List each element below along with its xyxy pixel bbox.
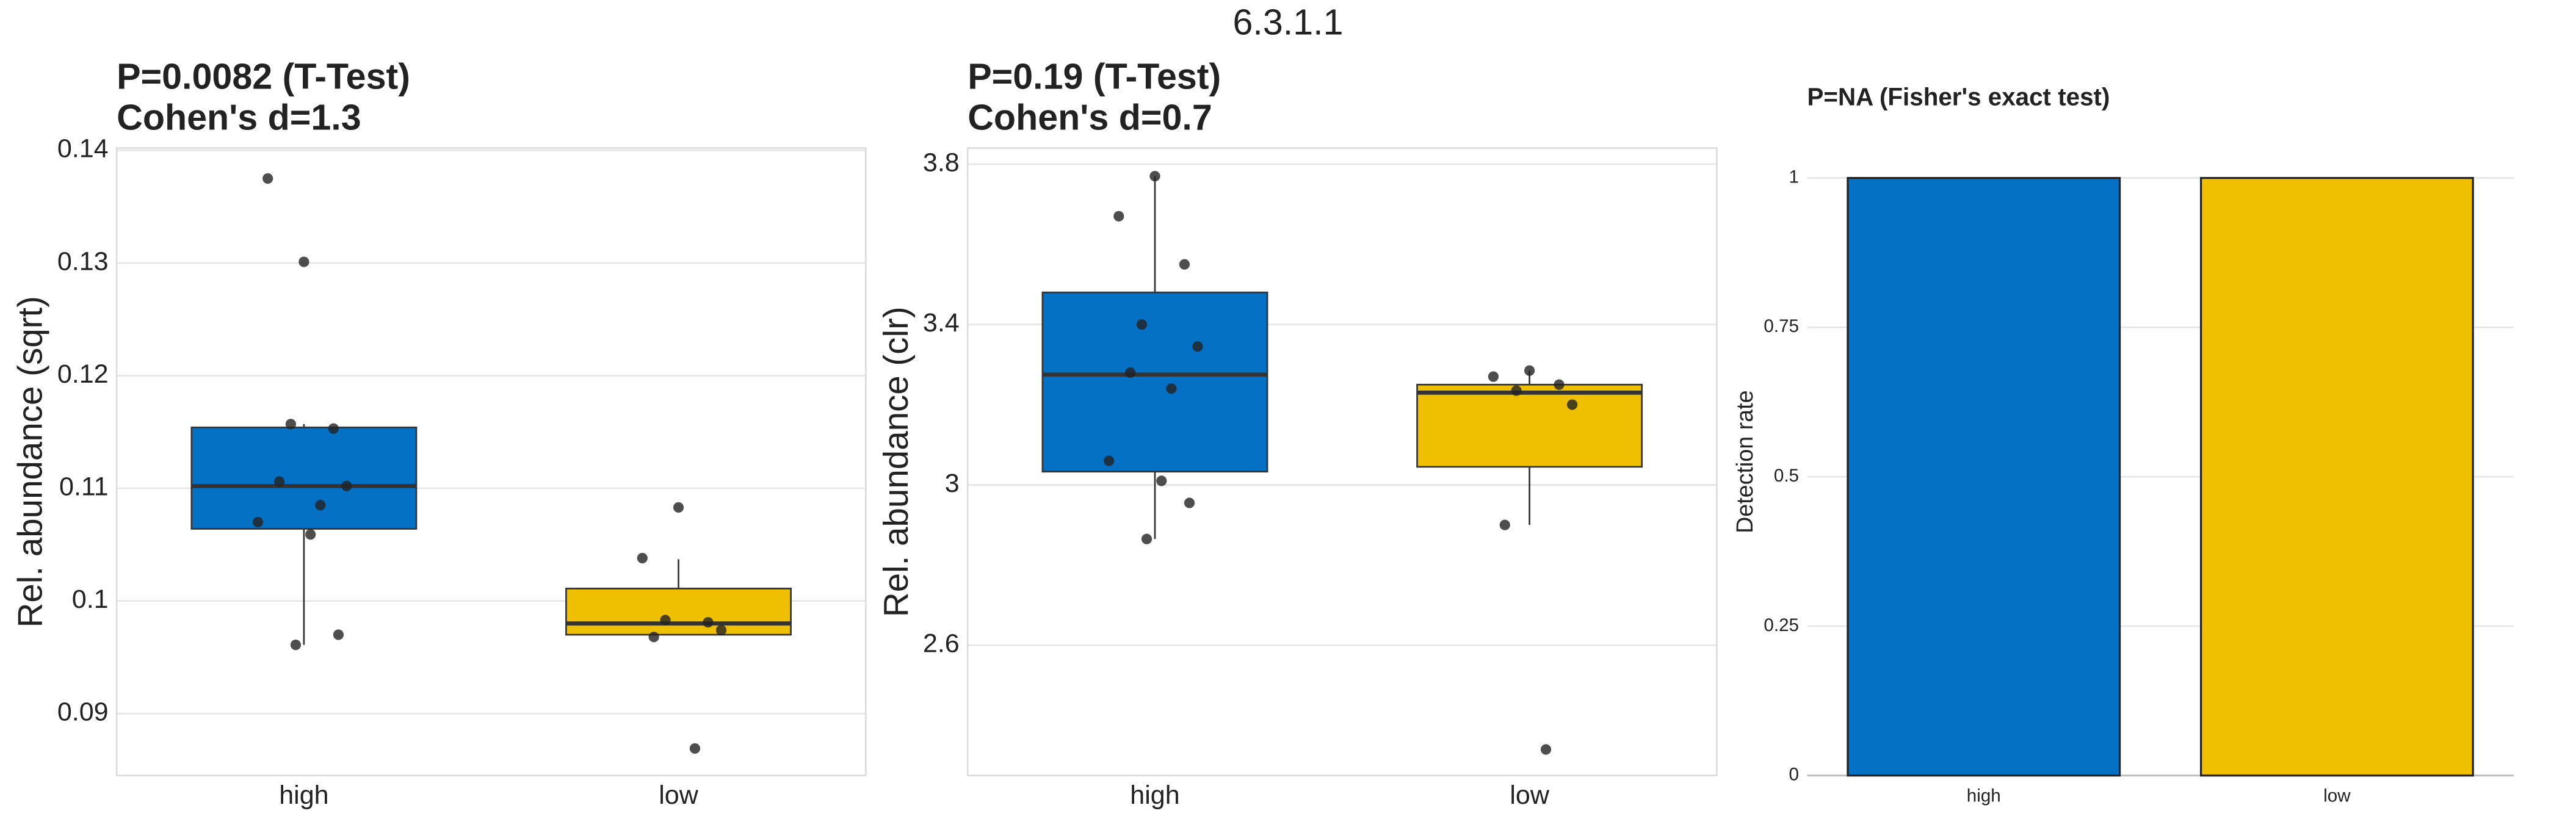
- data-point: [252, 516, 264, 528]
- y-tick-label: 0.12: [57, 359, 109, 389]
- data-point: [1511, 385, 1522, 396]
- data-point: [341, 480, 352, 491]
- data-point: [1184, 497, 1195, 508]
- y-tick-label: 0.13: [57, 247, 109, 276]
- data-point: [673, 502, 684, 513]
- data-point: [660, 615, 671, 626]
- data-point: [1166, 383, 1177, 394]
- y-tick-label: 1: [1789, 167, 1799, 187]
- x-tick-label: high: [1967, 786, 2001, 806]
- data-point: [333, 629, 344, 640]
- data-point: [1499, 519, 1510, 530]
- y-tick-label: 2.6: [923, 629, 960, 659]
- data-point: [1104, 455, 1115, 466]
- y-tick-label: 0.14: [57, 134, 109, 164]
- y-tick-label: 0.11: [59, 472, 109, 501]
- y-tick-label: 3.8: [923, 148, 960, 177]
- data-point: [637, 552, 648, 564]
- data-point: [1192, 341, 1203, 352]
- y-tick-label: 0.75: [1764, 316, 1799, 336]
- y-tick-label: 0.25: [1764, 615, 1799, 635]
- data-point: [298, 256, 309, 267]
- panel-border: [966, 147, 1718, 777]
- data-point: [285, 419, 296, 430]
- data-point: [315, 500, 326, 511]
- data-point: [1156, 475, 1167, 486]
- chart-subtitle: Cohen's d=1.3: [117, 97, 361, 138]
- data-point: [648, 632, 659, 643]
- chart-subtitle: Cohen's d=0.7: [968, 97, 1212, 138]
- data-point: [1524, 365, 1535, 376]
- chart-title: P=NA (Fisher's exact test): [1807, 83, 2110, 111]
- data-point: [689, 743, 701, 754]
- chart-title: P=0.0082 (T-Test): [117, 56, 410, 96]
- box: [1041, 291, 1268, 473]
- data-point: [1554, 379, 1565, 390]
- y-tick-label: 0.09: [57, 698, 109, 727]
- data-point: [703, 617, 714, 628]
- data-point: [262, 173, 273, 184]
- x-tick-label: low: [1510, 781, 1550, 810]
- box: [1416, 383, 1643, 468]
- data-point: [290, 640, 302, 651]
- y-tick-label: 3: [945, 469, 960, 498]
- data-point: [328, 423, 339, 434]
- data-point: [715, 625, 727, 636]
- x-tick-label: high: [279, 781, 328, 810]
- data-point: [1540, 744, 1552, 755]
- data-point: [1566, 399, 1578, 410]
- data-point: [1136, 319, 1148, 330]
- y-axis-label: Rel. abundance (clr): [877, 306, 915, 617]
- y-tick-label: 0.1: [72, 585, 109, 614]
- y-tick-label: 0: [1789, 765, 1799, 785]
- data-point: [273, 476, 285, 487]
- panel-border: [115, 147, 867, 777]
- data-point: [1113, 211, 1124, 222]
- data-point: [1125, 367, 1136, 378]
- box: [565, 588, 792, 636]
- x-tick-label: low: [2323, 786, 2351, 806]
- bar: [1847, 177, 2121, 777]
- figure-title: 6.3.1.1: [1232, 1, 1343, 42]
- data-point: [1488, 371, 1499, 382]
- data-point: [1149, 171, 1160, 182]
- chart-title: P=0.19 (T-Test): [968, 56, 1221, 96]
- y-tick-label: 3.4: [923, 308, 960, 337]
- data-point: [1141, 533, 1152, 544]
- x-tick-label: high: [1130, 781, 1179, 810]
- box: [190, 427, 418, 530]
- bar: [2200, 177, 2474, 777]
- x-tick-label: low: [659, 781, 699, 810]
- data-point: [1179, 259, 1190, 270]
- y-tick-label: 0.5: [1774, 466, 1799, 486]
- data-point: [305, 529, 316, 540]
- y-axis-label: Rel. abundance (sqrt): [11, 296, 49, 627]
- y-axis-label: Detection rate: [1732, 390, 1757, 533]
